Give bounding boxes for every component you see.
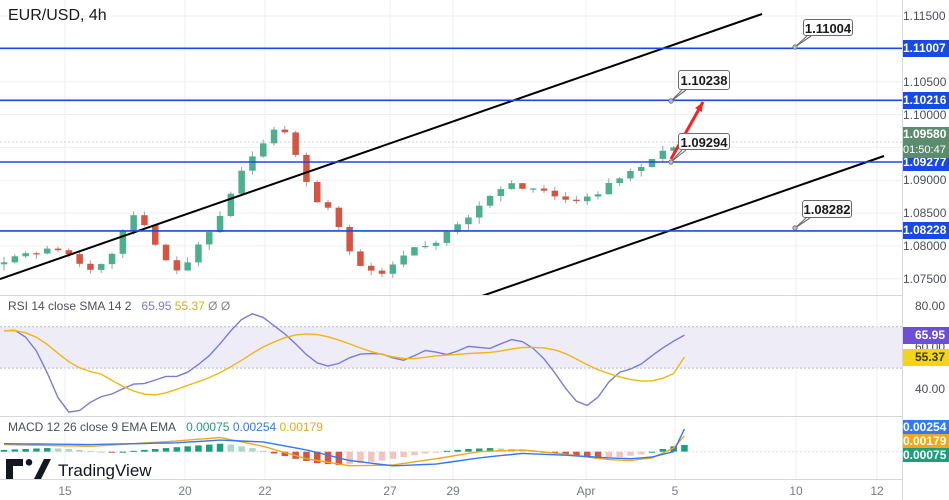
- svg-text:TradingView: TradingView: [58, 461, 152, 479]
